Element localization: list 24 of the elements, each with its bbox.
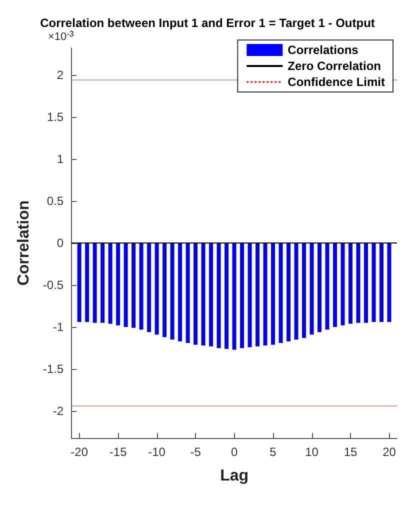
y-tick-label: 1.5 xyxy=(46,110,64,124)
legend-label: Correlations xyxy=(288,43,359,57)
legend-label: Zero Correlation xyxy=(288,59,382,73)
y-tick-label: 0.5 xyxy=(46,194,64,208)
y-tick-label: 1 xyxy=(56,152,64,166)
x-tick-label: -5 xyxy=(190,445,202,459)
x-tick-label: 0 xyxy=(230,445,238,459)
x-tick-label: 10 xyxy=(305,445,319,459)
chart-title: Correlation between Input 1 and Error 1 = Target 1 - Output xyxy=(40,16,375,30)
x-tick-label: 20 xyxy=(382,445,396,459)
x-tick-label: 15 xyxy=(344,445,358,459)
x-tick-label: -15 xyxy=(109,445,128,459)
y-tick-label: -0.5 xyxy=(42,278,64,292)
x-tick-label: -20 xyxy=(70,445,88,459)
y-tick-label: -1.5 xyxy=(42,362,64,376)
legend-label: Confidence Limit xyxy=(288,75,386,89)
x-tick-label: -10 xyxy=(148,445,166,459)
y-tick-label: -2 xyxy=(52,404,64,418)
y-tick-label: 0 xyxy=(56,236,64,250)
x-tick-label: 5 xyxy=(270,445,277,459)
x-axis-title: Lag xyxy=(220,468,249,484)
y-tick-label: 2 xyxy=(56,68,64,82)
y-tick-label: -1 xyxy=(52,320,64,334)
y-axis-title: Correlation xyxy=(16,200,32,286)
